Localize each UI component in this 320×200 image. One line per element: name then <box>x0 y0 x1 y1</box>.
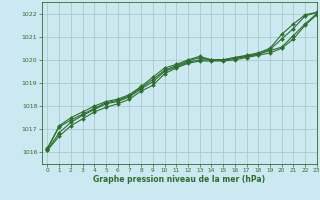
X-axis label: Graphe pression niveau de la mer (hPa): Graphe pression niveau de la mer (hPa) <box>93 175 265 184</box>
